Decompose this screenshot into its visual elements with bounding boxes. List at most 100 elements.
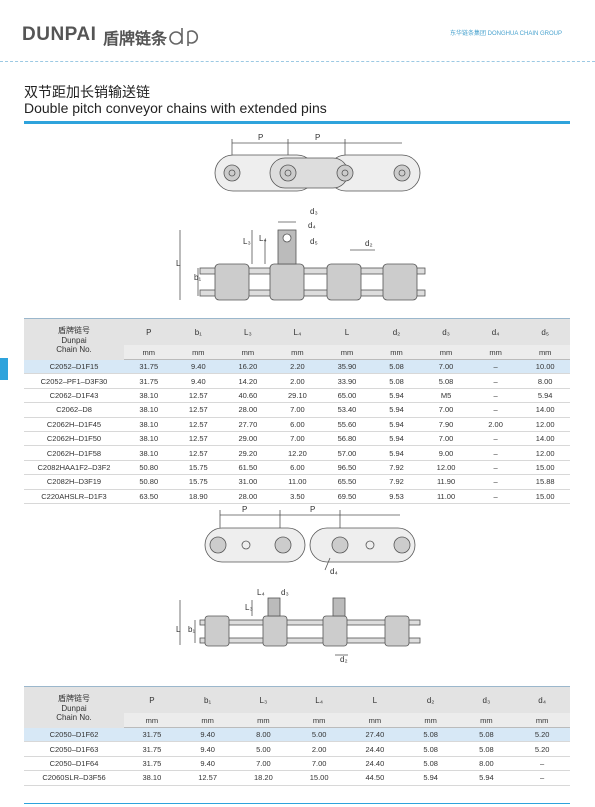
value-cell: 24.40 bbox=[347, 756, 403, 772]
value-cell: 5.08 bbox=[402, 727, 459, 743]
table-row: C2082HAA1F2–D3F2 50.80 15.75 61.50 6.00 96.50… bbox=[24, 460, 570, 476]
value-cell: 14.00 bbox=[520, 402, 570, 418]
value-cell: 9.00 bbox=[421, 445, 471, 461]
value-cell: 7.00 bbox=[421, 431, 471, 447]
chain-no: C2050–D1F62 bbox=[24, 727, 124, 743]
value-cell: – bbox=[470, 431, 521, 447]
column-header: d₄ bbox=[514, 687, 570, 713]
value-cell: 5.08 bbox=[421, 373, 471, 389]
value-cell: 5.08 bbox=[402, 756, 459, 772]
header-line: Chain No. bbox=[56, 344, 92, 354]
value-cell: – bbox=[470, 388, 521, 404]
value-cell: 7.00 bbox=[291, 756, 347, 772]
value-cell: – bbox=[470, 474, 521, 490]
value-cell: 24.40 bbox=[347, 741, 403, 757]
value-cell: – bbox=[470, 373, 521, 389]
value-cell: – bbox=[470, 402, 521, 418]
column-header: b₁ bbox=[179, 687, 236, 713]
value-cell: 33.90 bbox=[322, 373, 372, 389]
value-cell: 11.90 bbox=[421, 474, 471, 490]
value-cell: 5.94 bbox=[371, 417, 422, 432]
subtitle: Double pitch conveyor chains with extend… bbox=[24, 100, 327, 116]
value-cell: 53.40 bbox=[322, 402, 372, 418]
value-cell: 29.20 bbox=[223, 445, 273, 461]
unit-cell: mm bbox=[272, 345, 323, 360]
unit-cell: mm bbox=[173, 345, 224, 360]
column-header: P bbox=[124, 319, 174, 345]
diagram-upper bbox=[179, 139, 426, 301]
table-row: C2050–D1F64 31.75 9.40 7.00 7.00 24.40 5.08 8.0… bbox=[24, 756, 570, 772]
value-cell: 5.94 bbox=[458, 770, 515, 786]
value-cell: 16.20 bbox=[223, 359, 273, 375]
value-cell: 50.80 bbox=[124, 474, 174, 490]
value-cell: 63.50 bbox=[124, 489, 174, 504]
column-header: b₁ bbox=[173, 319, 224, 345]
value-cell: 5.08 bbox=[371, 373, 422, 389]
footer-line bbox=[24, 803, 570, 804]
value-cell: 31.75 bbox=[124, 756, 180, 772]
value-cell: 3.50 bbox=[272, 489, 323, 504]
value-cell: 12.00 bbox=[421, 460, 471, 476]
value-cell: 5.08 bbox=[458, 741, 515, 757]
title-bar bbox=[24, 121, 570, 124]
unit-cell: mm bbox=[520, 345, 570, 360]
value-cell: 12.00 bbox=[520, 445, 570, 461]
table-row: C2052–PF1–D3F30 31.75 9.40 14.20 2.00 33.90 5.… bbox=[24, 373, 570, 389]
unit-cell: mm bbox=[322, 345, 372, 360]
table-row: C2052–D1F15 31.75 9.40 16.20 2.20 35.90 5.08 7.… bbox=[24, 359, 570, 375]
value-cell: 38.10 bbox=[124, 770, 180, 786]
value-cell: 15.88 bbox=[520, 474, 570, 490]
table-row: C2050–D1F63 31.75 9.40 5.00 2.00 24.40 5.08 5.0… bbox=[24, 741, 570, 757]
value-cell: – bbox=[470, 460, 521, 476]
value-cell: 15.00 bbox=[520, 489, 570, 504]
value-cell: 38.10 bbox=[124, 445, 174, 461]
value-cell: 5.20 bbox=[514, 727, 570, 743]
table-row: C2062–D8 38.10 12.57 28.00 7.00 53.40 5.94 7.00… bbox=[24, 402, 570, 418]
value-cell: 5.94 bbox=[371, 431, 422, 447]
column-header: L₃ bbox=[223, 319, 273, 345]
column-header: L₃ bbox=[235, 687, 292, 713]
table-row: C2062H–D1F45 38.10 12.57 27.70 6.00 55.60 5.94… bbox=[24, 417, 570, 432]
value-cell: 2.00 bbox=[470, 417, 521, 432]
value-cell: 5.00 bbox=[291, 727, 347, 743]
unit-cell: mm bbox=[371, 345, 422, 360]
value-cell: 50.80 bbox=[124, 460, 174, 476]
value-cell: 7.92 bbox=[371, 460, 422, 476]
logo bbox=[169, 28, 199, 46]
value-cell: 27.40 bbox=[347, 727, 403, 743]
value-cell: 2.00 bbox=[272, 373, 323, 389]
table-row: C2050–D1F62 31.75 9.40 8.00 5.00 27.40 5.08 5.0… bbox=[24, 727, 570, 743]
value-cell: 5.94 bbox=[402, 770, 459, 786]
value-cell: 5.08 bbox=[402, 741, 459, 757]
unit-cell: mm bbox=[235, 713, 292, 728]
header-line: Chain No. bbox=[56, 712, 92, 722]
chain-no: C2062H–D1F45 bbox=[24, 417, 124, 432]
value-cell: 5.94 bbox=[520, 388, 570, 404]
unit-cell: mm bbox=[421, 345, 471, 360]
column-header: d₄ bbox=[470, 319, 521, 345]
value-cell: 7.00 bbox=[235, 756, 292, 772]
table-row: C2062H–D1F50 38.10 12.57 29.00 7.00 56.80 5.94… bbox=[24, 431, 570, 447]
value-cell: 38.10 bbox=[124, 402, 174, 418]
value-cell: 9.40 bbox=[179, 756, 236, 772]
value-cell: 65.50 bbox=[322, 474, 372, 490]
value-cell: 12.57 bbox=[173, 388, 224, 404]
header-line: 盾牌链号 bbox=[58, 693, 90, 703]
header-line: 盾牌链号 bbox=[58, 325, 90, 335]
value-cell: – bbox=[470, 445, 521, 461]
value-cell: 5.00 bbox=[235, 741, 292, 757]
chain-no: C2062H–D1F58 bbox=[24, 445, 124, 461]
value-cell: 14.00 bbox=[520, 431, 570, 447]
value-cell: 7.00 bbox=[421, 402, 471, 418]
value-cell: 7.00 bbox=[421, 359, 471, 375]
value-cell: 15.75 bbox=[173, 474, 224, 490]
value-cell: 18.90 bbox=[173, 489, 224, 504]
value-cell: 15.00 bbox=[520, 460, 570, 476]
unit-cell: mm bbox=[402, 713, 459, 728]
table-row: C2060SLR–D3F56 38.10 12.57 18.20 15.00 44.50 5… bbox=[24, 770, 570, 786]
value-cell: 8.00 bbox=[458, 756, 515, 772]
value-cell: 15.00 bbox=[291, 770, 347, 786]
group-name: 东华链条集团 DONGHUA CHAIN GROUP bbox=[450, 31, 563, 37]
